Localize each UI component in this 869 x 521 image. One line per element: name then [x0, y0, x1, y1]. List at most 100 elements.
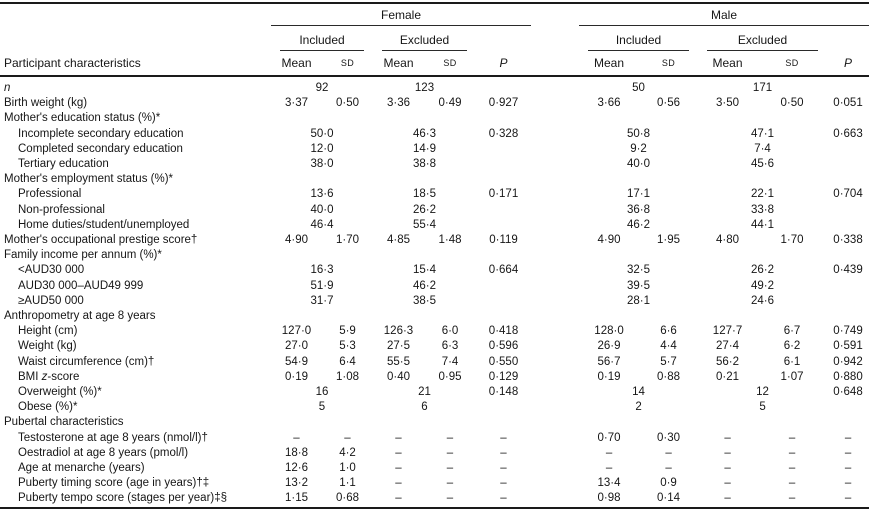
excluded-label: Excluded: [707, 31, 819, 51]
value-cell: 26·9: [597, 340, 621, 353]
value-cell: 7·4: [441, 355, 459, 368]
value-cell: 0·19: [284, 370, 309, 383]
value-cell: 0·14: [657, 492, 681, 505]
section-row: Family income per annum (%)*: [0, 248, 869, 263]
value-cell: 0·30: [657, 431, 681, 444]
row-label-part: z: [41, 370, 48, 383]
table-row: BMI z-score 0·19 1·08 0·40 0·95 0·129 0·19 0·88…: [0, 370, 869, 385]
value-cell: 0·663: [833, 127, 863, 140]
value-cell: –: [724, 431, 731, 444]
table-row: AUD30 000–AUD49 999 51·9 46·2 39·5 49·2: [0, 279, 869, 294]
value-cell: 27·5: [386, 340, 411, 353]
value-cell: 46·4: [310, 218, 334, 231]
value-cell: 0·704: [833, 188, 863, 201]
value-cell: 6·2: [783, 340, 801, 353]
row-label: Home duties/student/unemployed: [18, 218, 190, 231]
value-cell: 0·70: [597, 431, 621, 444]
value-cell: [827, 294, 869, 309]
value-cell: [827, 203, 869, 218]
value-cell: 0·129: [488, 370, 519, 383]
value-cell: 16: [315, 386, 329, 399]
value-cell: 128·0: [594, 325, 624, 338]
value-cell: 22·1: [751, 188, 775, 201]
value-cell: 7·4: [754, 142, 771, 155]
spacer-cell: [531, 400, 579, 415]
value-cell: [476, 142, 531, 157]
spacer-cell: [531, 203, 579, 218]
row-label: Non-professional: [18, 203, 105, 216]
value-cell: 0·56: [657, 97, 681, 110]
value-cell: 5·7: [660, 355, 677, 368]
empty-cell: [271, 415, 869, 430]
row-label: Puberty tempo score (stages per year)‡§: [18, 492, 228, 505]
value-cell: –: [446, 477, 454, 490]
value-cell: –: [724, 446, 731, 459]
value-cell: [827, 142, 869, 157]
value-cell: –: [395, 477, 402, 490]
value-cell: 46·2: [412, 279, 437, 292]
value-cell: 5·9: [339, 325, 356, 338]
value-cell: –: [446, 492, 454, 505]
value-cell: [827, 279, 869, 294]
value-cell: 0·051: [833, 97, 863, 110]
table-row: Testosterone at age 8 years (nmol/l)† – – –…: [0, 431, 869, 446]
value-cell: –: [344, 431, 351, 444]
value-cell: 28·1: [627, 294, 651, 307]
section-row: Pubertal characteristics: [0, 415, 869, 430]
spacer-cell: [531, 127, 579, 142]
group-header-row: Participant characteristics Female Male: [0, 3, 869, 77]
value-cell: 38·5: [412, 294, 437, 307]
table-body: n 92 123 50 171 Birth weight (kg) 3·37 0·50 3·36…: [0, 76, 869, 508]
value-cell: 40·0: [310, 203, 334, 216]
row-label: n: [4, 82, 11, 94]
spacer-cell: [531, 431, 579, 446]
value-cell: 26·2: [412, 203, 437, 216]
row-label: Puberty timing score (age in years)†‡: [18, 477, 210, 490]
value-cell: 50·8: [627, 127, 651, 140]
value-cell: 0·95: [438, 370, 462, 383]
value-cell: 32·5: [627, 264, 651, 277]
sd-header: SD: [757, 51, 828, 77]
value-cell: 126·3: [383, 325, 414, 338]
value-cell: –: [665, 446, 672, 459]
table-row: Puberty tempo score (stages per year)‡§ 1…: [0, 491, 869, 507]
row-label: Mother's education status (%)*: [4, 112, 161, 125]
mean-header: Mean: [271, 51, 322, 77]
section-row: Mother's education status (%)*: [0, 111, 869, 126]
value-cell: 0·50: [780, 97, 804, 110]
value-cell: 92: [315, 82, 329, 94]
spacer-cell: [531, 324, 579, 339]
value-cell: 13·4: [597, 477, 621, 490]
value-cell: 3·66: [597, 97, 621, 110]
value-cell: 24·6: [751, 294, 775, 307]
value-cell: –: [844, 462, 852, 475]
row-label: Anthropometry at age 8 years: [4, 310, 156, 323]
spacer-cell: [531, 157, 579, 172]
value-cell: 3·36: [386, 97, 411, 110]
male-excluded-header: Excluded: [698, 26, 827, 51]
value-cell: –: [788, 446, 796, 459]
row-label: Age at menarche (years): [18, 462, 145, 475]
row-label-part: BMI: [18, 370, 42, 383]
table-row: Oestradiol at age 8 years (pmol/l) 18·8 4·…: [0, 446, 869, 461]
row-label: <AUD30 000: [18, 264, 85, 277]
value-cell: 0·68: [335, 492, 360, 505]
table-header: Participant characteristics Female Male …: [0, 3, 869, 77]
row-label: BMI z-score: [0, 370, 271, 385]
row-label: Birth weight (kg): [4, 97, 88, 110]
male-group-header: Male: [579, 3, 869, 26]
spacer-cell: [531, 355, 579, 370]
value-cell: 0·338: [833, 234, 863, 247]
value-cell: 127·7: [712, 325, 743, 338]
row-label: ≥AUD50 000: [18, 294, 84, 307]
value-cell: –: [446, 446, 454, 459]
value-cell: 1·70: [780, 234, 804, 247]
value-cell: [476, 218, 531, 233]
row-label: Waist circumference (cm)†: [18, 355, 155, 368]
spacer-cell: [531, 142, 579, 157]
sd-header: SD: [424, 51, 476, 77]
table-row: Height (cm) 127·0 5·9 126·3 6·0 0·418 128·0 6·6…: [0, 324, 869, 339]
row-label: Height (cm): [18, 325, 78, 338]
empty-cell: [271, 111, 869, 126]
empty-header-cell: [827, 26, 869, 52]
